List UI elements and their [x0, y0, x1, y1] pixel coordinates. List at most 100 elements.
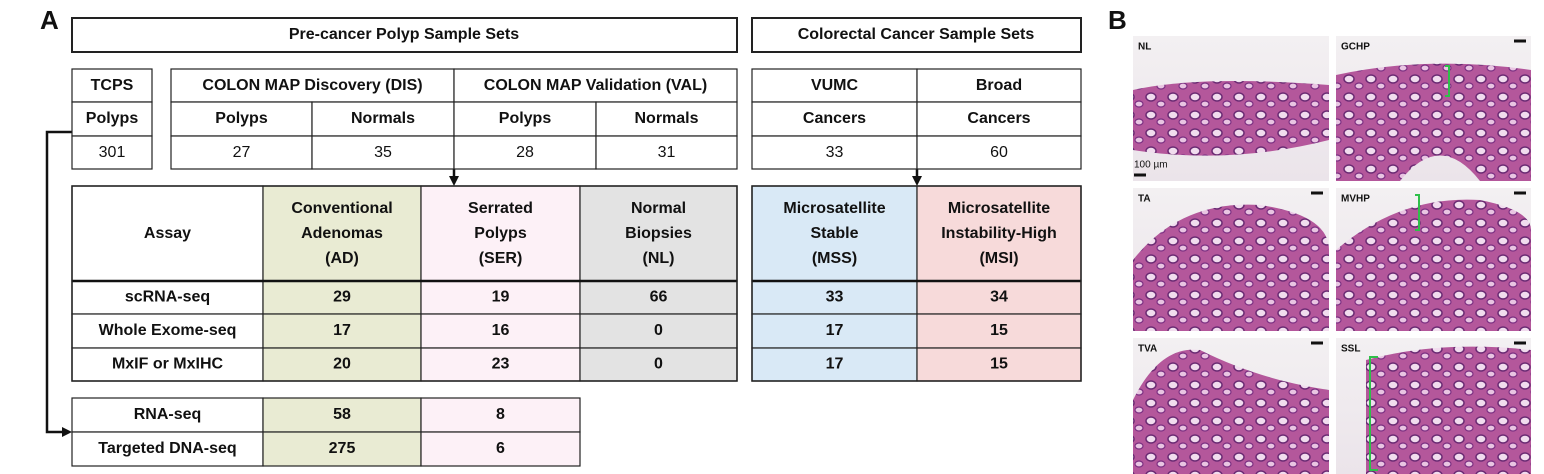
- column-header: (MSS): [812, 250, 857, 267]
- cell-text: COLON MAP Discovery (DIS): [202, 77, 422, 94]
- cell-text: 17: [333, 322, 351, 339]
- cell-text: COLON MAP Validation (VAL): [484, 77, 707, 94]
- column-header: Microsatellite: [783, 200, 885, 217]
- image-label: SSL: [1341, 344, 1360, 355]
- cell-text: TCPS: [91, 77, 134, 94]
- column-header: Polyps: [474, 225, 527, 242]
- cell-text: 27: [233, 144, 251, 161]
- table-cell: [71, 397, 264, 433]
- cell-text: 17: [826, 322, 844, 339]
- cell-text: 58: [333, 406, 351, 423]
- table-cell: [916, 101, 1082, 137]
- scale-bar-label: 100 µm: [1134, 160, 1168, 171]
- table-cell: [751, 135, 918, 170]
- table-cell: [579, 280, 738, 315]
- table-cell: [916, 135, 1082, 170]
- cell-text: Broad: [976, 77, 1022, 94]
- column-header: Biopsies: [625, 225, 692, 242]
- cell-text: 19: [492, 289, 510, 306]
- cell-text: Polyps: [215, 110, 268, 127]
- table-cell: [916, 313, 1082, 349]
- table-cell: [751, 347, 918, 382]
- column-header: (AD): [325, 250, 359, 267]
- table-cell: [71, 17, 738, 53]
- table-cell: [71, 431, 264, 467]
- table-cell: [595, 135, 738, 170]
- cell-text: 6: [496, 440, 505, 457]
- row-label: RNA-seq: [134, 406, 202, 423]
- cell-text: 33: [826, 289, 844, 306]
- row-label: Targeted DNA-seq: [98, 440, 236, 457]
- cell-text: 33: [826, 144, 844, 161]
- cell-text: 275: [329, 440, 356, 457]
- row-label: Whole Exome-seq: [99, 322, 237, 339]
- table-cell: [751, 68, 918, 103]
- column-header: Conventional: [291, 200, 392, 217]
- table-cell: [453, 101, 597, 137]
- histology-images: [1133, 36, 1531, 474]
- cell-text: 35: [374, 144, 392, 161]
- cell-text: 34: [990, 289, 1008, 306]
- table-cell: [262, 313, 422, 349]
- cell-text: Polyps: [86, 110, 139, 127]
- table-cell: [453, 135, 597, 170]
- cell-text: 31: [658, 144, 676, 161]
- cell-text: VUMC: [811, 77, 859, 94]
- cell-text: 60: [990, 144, 1008, 161]
- cell-text: Polyps: [499, 110, 552, 127]
- table-cell: [71, 347, 264, 382]
- table-cell: [71, 68, 153, 103]
- column-header: Serrated: [468, 200, 533, 217]
- table-cell: [262, 397, 422, 433]
- table-cell: [71, 101, 153, 137]
- cell-text: 301: [99, 144, 126, 161]
- table-cell: [916, 185, 1082, 282]
- cell-text: 20: [333, 356, 351, 373]
- cell-text: 0: [654, 322, 663, 339]
- table-cell: [916, 68, 1082, 103]
- cell-text: 15: [990, 322, 1008, 339]
- table-cell: [751, 17, 1082, 53]
- cell-text: Normals: [351, 110, 415, 127]
- cell-text: Cancers: [803, 110, 866, 127]
- table-cell: [420, 280, 581, 315]
- column-header: (MSI): [979, 250, 1018, 267]
- column-header: Adenomas: [301, 225, 383, 242]
- column-header: Instability-High: [941, 225, 1057, 242]
- table-cell: [71, 135, 153, 170]
- row-label: MxIF or MxIHC: [112, 356, 224, 373]
- panel-label: A: [40, 5, 59, 35]
- column-header: Microsatellite: [948, 200, 1050, 217]
- table-cell: [916, 280, 1082, 315]
- column-header: Assay: [144, 225, 191, 242]
- cell-text: 0: [654, 356, 663, 373]
- image-label: GCHP: [1341, 42, 1370, 53]
- cell-text: 8: [496, 406, 505, 423]
- cell-text: 16: [492, 322, 510, 339]
- table-cell: [262, 347, 422, 382]
- table-border: [751, 185, 1082, 382]
- image-label: TA: [1138, 194, 1151, 205]
- group-title: Pre-cancer Polyp Sample Sets: [289, 26, 519, 43]
- cell-text: Cancers: [967, 110, 1030, 127]
- image-label: MVHP: [1341, 194, 1370, 205]
- table-cell: [595, 101, 738, 137]
- cell-text: Normals: [634, 110, 698, 127]
- panel-label: B: [1108, 5, 1127, 35]
- cell-text: 17: [826, 356, 844, 373]
- cell-text: 29: [333, 289, 351, 306]
- group-title: Colorectal Cancer Sample Sets: [798, 26, 1035, 43]
- table-cell: [170, 101, 313, 137]
- table-border: [71, 185, 738, 382]
- image-label: NL: [1138, 42, 1151, 53]
- image-label: TVA: [1138, 344, 1157, 355]
- column-header: Normal: [631, 200, 686, 217]
- cell-text: 28: [516, 144, 534, 161]
- cell-text: 15: [990, 356, 1008, 373]
- column-header: (NL): [643, 250, 675, 267]
- column-header: (SER): [479, 250, 523, 267]
- row-label: scRNA-seq: [125, 289, 210, 306]
- table-cell: [170, 68, 455, 103]
- arrowheads: [62, 176, 922, 437]
